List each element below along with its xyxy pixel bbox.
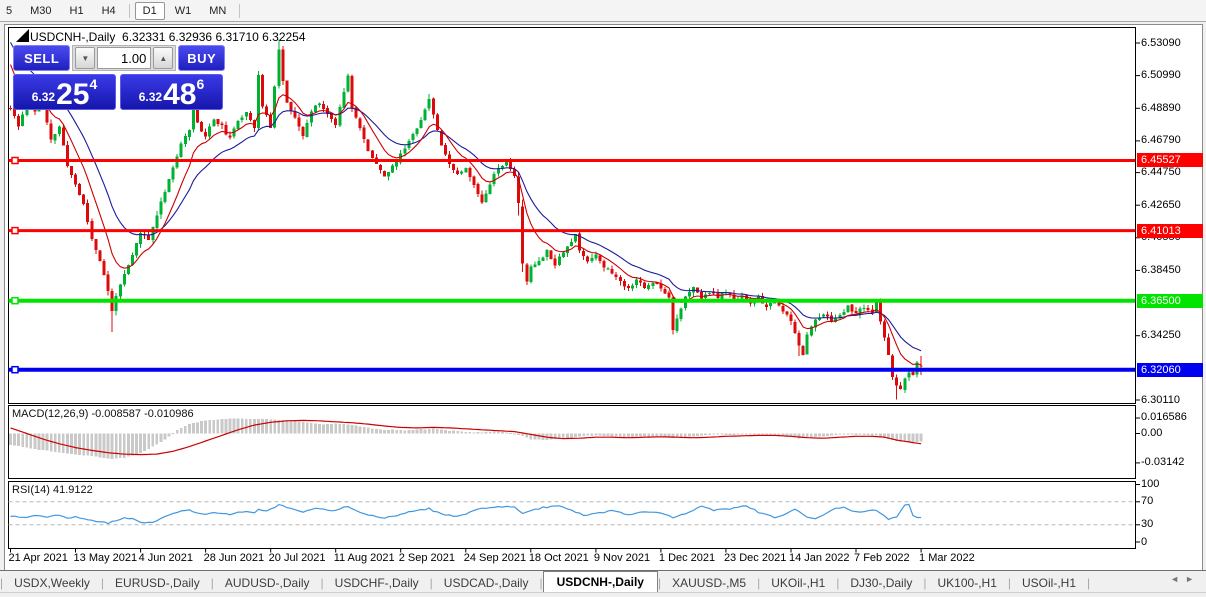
volume-spinner: ▼ ▲	[72, 45, 177, 71]
tab-usdcnh-daily[interactable]: USDCNH-,Daily	[542, 571, 658, 593]
timeframe-button-w1[interactable]: W1	[174, 4, 192, 17]
tab-separator: |	[100, 576, 105, 590]
sell-price-big: 25	[56, 78, 90, 111]
tab-separator: |	[0, 576, 4, 590]
timeframe-button-h4[interactable]: H4	[101, 4, 116, 17]
volume-increase-button[interactable]: ▲	[153, 47, 174, 69]
buy-price-big: 48	[163, 78, 197, 111]
down-arrow-icon: ▼	[81, 53, 90, 63]
sell-price-sup: 4	[89, 76, 98, 92]
buy-price-sup: 6	[196, 76, 205, 92]
tab-separator: |	[539, 576, 543, 590]
tabs-scroll-nav: ◄►	[1170, 574, 1200, 584]
tab-eurusd-daily[interactable]: EURUSD-,Daily	[115, 576, 200, 590]
timeframe-button-mn[interactable]: MN	[209, 4, 227, 17]
tab-separator: |	[657, 576, 662, 590]
tab-uk100-h1[interactable]: UK100-,H1	[937, 576, 997, 590]
tab-separator: |	[320, 576, 324, 590]
timeframe-button-d1[interactable]: D1	[134, 1, 165, 20]
tab-usdchf-daily[interactable]: USDCHF-,Daily	[334, 576, 419, 590]
tab-dj30-daily[interactable]: DJ30-,Daily	[850, 576, 913, 590]
tabs-scroll-left-icon[interactable]: ◄	[1170, 574, 1186, 584]
tab-separator: |	[1007, 576, 1012, 590]
timeframe-button-5[interactable]: 5	[6, 4, 13, 17]
buy-price-button[interactable]: 6.32 48 6	[120, 74, 223, 110]
toolbar-separator	[128, 3, 130, 18]
tab-usdcad-daily[interactable]: USDCAD-,Daily	[443, 576, 529, 590]
buy-button[interactable]: BUY	[178, 45, 225, 71]
volume-input[interactable]	[97, 47, 152, 69]
tab-separator: |	[757, 576, 761, 590]
timeframe-button-h1[interactable]: H1	[69, 4, 84, 17]
tab-xauusd-m5[interactable]: XAUUSD-,M5	[672, 576, 747, 590]
timeframe-toolbar: 5 M30 H1 H4 D1 W1 MN	[0, 0, 1206, 22]
tab-separator: |	[923, 576, 927, 590]
chart-window[interactable]	[4, 24, 1203, 571]
volume-decrease-button[interactable]: ▼	[75, 47, 96, 69]
up-arrow-icon: ▲	[159, 53, 168, 63]
tab-separator: |	[210, 576, 214, 590]
tab-ukoil-h1[interactable]: UKOil-,H1	[771, 576, 826, 590]
buy-price-base: 6.32	[138, 90, 163, 104]
toolbar-separator	[239, 3, 241, 18]
tab-separator: |	[836, 576, 840, 590]
sell-button[interactable]: SELL	[13, 45, 71, 71]
tabs-scroll-right-icon[interactable]: ►	[1185, 574, 1200, 584]
sell-price-base: 6.32	[31, 90, 56, 104]
symbol-tabs-bar: | USDX,Weekly | EURUSD-,Daily | AUDUSD-,Daily…	[0, 570, 1206, 593]
tab-separator: |	[1087, 576, 1091, 590]
one-click-trading-panel: SELL ▼ ▲ BUY 6.32 25 4 6.32 48 6	[13, 45, 225, 110]
tab-separator: |	[429, 576, 433, 590]
tab-usoil-h1[interactable]: USOil-,H1	[1022, 576, 1077, 590]
timeframe-button-m30[interactable]: M30	[30, 4, 52, 17]
tab-usdx-weekly[interactable]: USDX,Weekly	[14, 576, 90, 590]
status-bar	[0, 592, 1206, 597]
sell-price-button[interactable]: 6.32 25 4	[13, 74, 116, 110]
tab-audusd-daily[interactable]: AUDUSD-,Daily	[224, 576, 310, 590]
